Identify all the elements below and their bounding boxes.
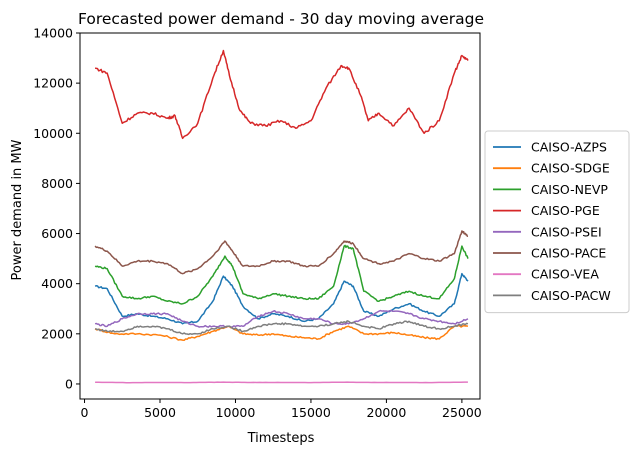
x-tick-label: 15000 (291, 405, 331, 420)
y-tick-label: 12000 (33, 76, 73, 91)
legend-label-caiso-sdge: CAISO-SDGE (531, 161, 610, 176)
series-line-caiso-pacw (94, 320, 469, 336)
x-axis-label: Timesteps (247, 431, 315, 446)
y-tick-label: 0 (65, 376, 73, 391)
series-line-caiso-vea (95, 381, 468, 384)
x-tick-label: 10000 (216, 405, 256, 420)
legend-label-caiso-pge: CAISO-PGE (531, 203, 600, 218)
series-line-caiso-psei (94, 309, 469, 328)
plot-area (94, 49, 469, 384)
series-line-caiso-nevp (94, 244, 469, 305)
y-tick-label: 8000 (41, 176, 73, 191)
legend-label-caiso-pace: CAISO-PACE (531, 246, 606, 261)
y-tick-label: 10000 (33, 126, 73, 141)
x-tick-label: 5000 (144, 405, 176, 420)
axes-frame (79, 32, 481, 400)
legend-label-caiso-nevp: CAISO-NEVP (531, 182, 608, 197)
y-tick-label: 4000 (41, 276, 73, 291)
legend-label-caiso-psei: CAISO-PSEI (531, 224, 602, 239)
y-tick-label: 2000 (41, 326, 73, 341)
legend-label-caiso-pacw: CAISO-PACW (531, 288, 611, 303)
series-line-caiso-azps (94, 272, 469, 325)
series-line-caiso-pace (94, 230, 469, 275)
y-tick-label: 6000 (41, 226, 73, 241)
y-axis-label: Power demand in MW (10, 139, 25, 280)
legend-label-caiso-azps: CAISO-AZPS (531, 140, 607, 155)
chart-title: Forecasted power demand - 30 day moving … (78, 10, 484, 28)
legend-box (484, 130, 630, 314)
series-line-caiso-pge (94, 49, 469, 140)
x-tick-label: 20000 (367, 405, 407, 420)
series-line-caiso-sdge (94, 324, 469, 342)
x-tick-label: 25000 (442, 405, 482, 420)
y-tick-label: 14000 (33, 26, 73, 41)
x-tick-label: 0 (81, 405, 89, 420)
axes: 0 5000 10000 15000 20000 25000 0 2000 4000 6000 80… (33, 26, 482, 421)
legend-label-caiso-vea: CAISO-VEA (531, 267, 599, 282)
legend: CAISO-AZPS CAISO-SDGE CAISO-NEVP CAISO-PGE C… (484, 130, 630, 314)
